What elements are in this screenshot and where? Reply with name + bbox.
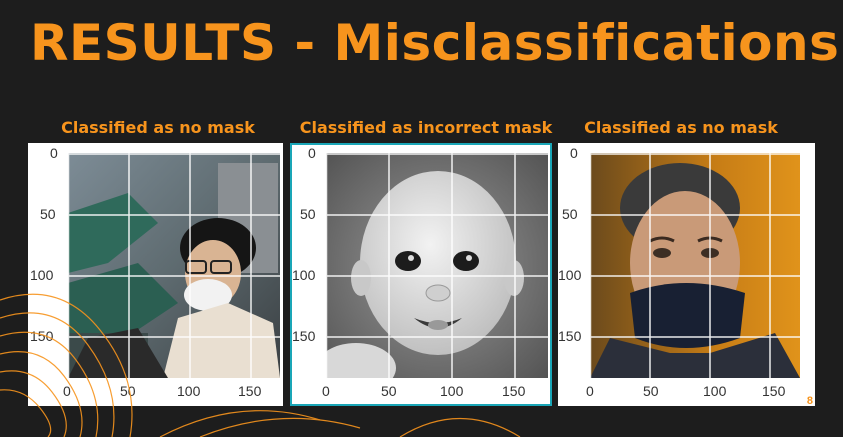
x-tick-label: 50 [120, 383, 136, 399]
boy-with-mask-photo [68, 153, 280, 378]
slide-title: RESULTS - Misclassifications [30, 14, 840, 72]
y-tick-label: 150 [558, 328, 582, 344]
y-tick-label: 0 [308, 145, 316, 161]
x-tick-label: 150 [238, 383, 262, 399]
x-tick-label: 50 [381, 383, 397, 399]
x-tick-label: 50 [643, 383, 659, 399]
y-tick-label: 100 [292, 267, 316, 283]
y-tick-label: 50 [562, 206, 578, 222]
y-tick-label: 150 [30, 328, 54, 344]
x-tick-label: 150 [502, 383, 526, 399]
x-tick-label: 100 [177, 383, 201, 399]
image-panel-2[interactable]: 0 50 100 150 0 50 100 150 [290, 143, 552, 406]
x-tick-label: 0 [586, 383, 594, 399]
x-tick-label: 100 [440, 383, 464, 399]
panel-1-image [68, 153, 280, 378]
y-tick-label: 150 [292, 328, 316, 344]
panel-1-caption: Classified as no mask [61, 118, 255, 137]
x-tick-label: 0 [63, 383, 71, 399]
panel-2-image [326, 153, 548, 378]
x-tick-label: 100 [703, 383, 727, 399]
panel-3-caption: Classified as no mask [584, 118, 778, 137]
x-tick-label: 0 [322, 383, 330, 399]
x-tick-label: 150 [762, 383, 786, 399]
page-number: 8 [806, 395, 813, 407]
y-tick-label: 100 [558, 267, 582, 283]
y-tick-label: 50 [40, 206, 56, 222]
baby-photo [326, 153, 548, 378]
y-tick-label: 50 [300, 206, 316, 222]
y-tick-label: 0 [570, 145, 578, 161]
panel-2-caption: Classified as incorrect mask [299, 118, 553, 137]
image-panel-1[interactable]: 0 50 100 150 0 50 100 150 [28, 143, 283, 406]
y-tick-label: 0 [50, 145, 58, 161]
y-tick-label: 100 [30, 267, 54, 283]
